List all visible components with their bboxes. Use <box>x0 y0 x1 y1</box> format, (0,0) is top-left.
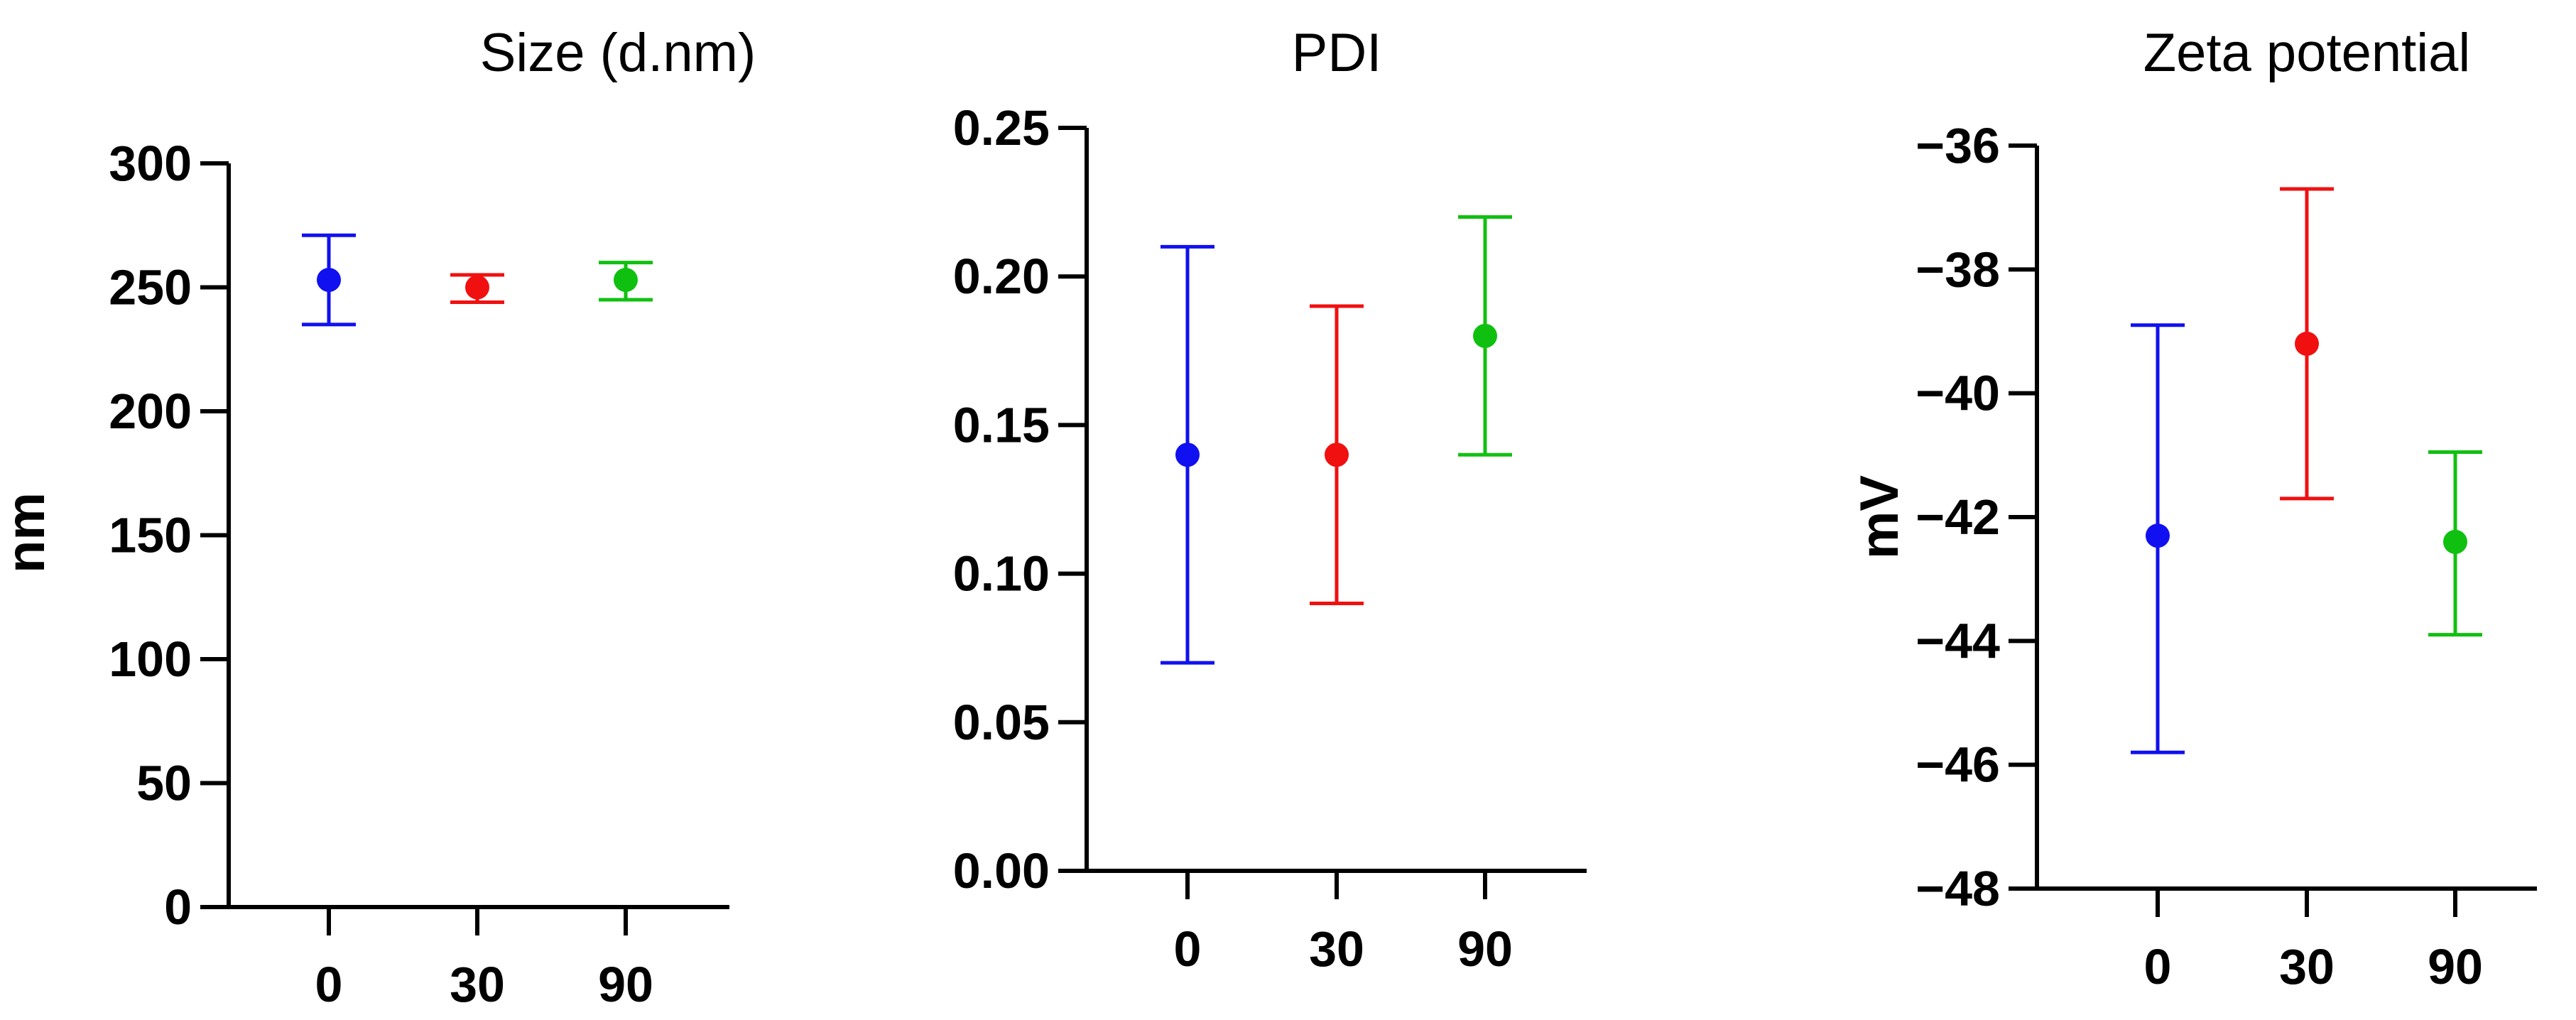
data-point <box>465 275 489 300</box>
x-tick-label: 0 <box>315 957 343 1012</box>
y-tick-label: 150 <box>109 508 192 563</box>
chart-title: Zeta potential <box>2143 23 2471 83</box>
y-tick-label: 100 <box>109 631 192 687</box>
chart-zeta-panel: Zeta potential mV −48 −46 −44 −42 −40 −38 −36 0 30… <box>1849 23 2537 994</box>
chart-pdi-panel: PDI 0.00 0.05 0.10 0.15 0.20 0.25 0 30 90 <box>953 23 1587 977</box>
chart-title: PDI <box>1292 23 1382 83</box>
data-point <box>2295 331 2319 356</box>
y-tick-label: −48 <box>1915 861 2000 916</box>
y-tick-label: 50 <box>136 756 192 811</box>
x-tick-label: 0 <box>2144 939 2172 994</box>
y-tick-label: 0.10 <box>953 546 1050 602</box>
y-tick-label: −46 <box>1915 737 2000 793</box>
y-tick-label: −42 <box>1915 489 2000 545</box>
y-axis-label: nm <box>0 492 56 573</box>
y-tick-label: 0.15 <box>953 397 1050 452</box>
x-tick-label: 90 <box>598 957 653 1012</box>
y-tick-label: 0.20 <box>953 249 1050 304</box>
x-tick-label: 90 <box>2428 939 2483 994</box>
y-tick-label: 300 <box>109 136 192 191</box>
x-tick-label: 30 <box>450 957 505 1012</box>
y-tick-label: 0.00 <box>953 843 1050 899</box>
data-point <box>2443 529 2467 554</box>
x-tick-label: 30 <box>2279 939 2335 994</box>
x-tick-label: 0 <box>1174 921 1202 977</box>
data-point <box>1175 443 1200 467</box>
data-point <box>317 268 341 293</box>
x-tick-label: 30 <box>1309 921 1364 977</box>
x-tick-label: 90 <box>1457 921 1513 977</box>
chart-size-panel: Size (d.nm) nm 0 50 100 150 200 250 300 0 30 90 <box>0 23 756 1012</box>
y-tick-label: −38 <box>1915 242 2000 297</box>
y-tick-label: 200 <box>109 384 192 439</box>
y-tick-label: 0.25 <box>953 100 1050 156</box>
data-point <box>2146 523 2170 548</box>
y-tick-label: −40 <box>1915 366 2000 421</box>
y-tick-label: −36 <box>1915 118 2000 173</box>
y-tick-label: 0.05 <box>953 695 1050 750</box>
data-point <box>614 268 638 293</box>
data-point <box>1325 443 1349 467</box>
chart-title: Size (d.nm) <box>480 23 756 83</box>
data-point <box>1473 323 1497 348</box>
y-axis-label: mV <box>1849 475 1910 560</box>
y-tick-label: 250 <box>109 260 192 315</box>
y-tick-label: 0 <box>164 879 192 935</box>
y-tick-label: −44 <box>1915 613 2000 668</box>
